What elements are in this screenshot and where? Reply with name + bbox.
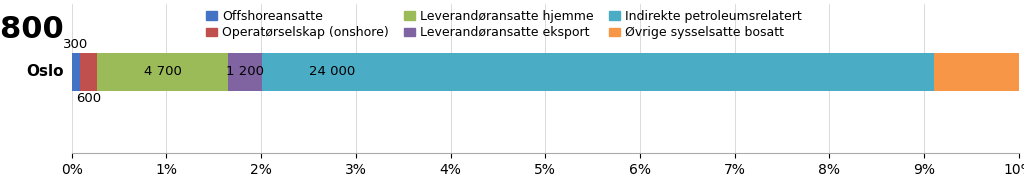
Bar bbox=[262, 53, 934, 91]
Bar bbox=[228, 53, 262, 91]
Legend: Offshoreansatte, Operatørselskap (onshore), Leverandøransatte hjemme, Leverandør: Offshoreansatte, Operatørselskap (onshor… bbox=[206, 10, 802, 39]
Text: 1 200: 1 200 bbox=[226, 65, 264, 78]
Text: 4 700: 4 700 bbox=[143, 65, 181, 78]
Bar bbox=[72, 53, 80, 91]
Text: 30 800: 30 800 bbox=[0, 15, 65, 44]
Text: 300: 300 bbox=[63, 38, 88, 51]
Text: 24 000: 24 000 bbox=[309, 65, 355, 78]
Text: Oslo: Oslo bbox=[27, 64, 65, 79]
Bar bbox=[97, 53, 228, 91]
Bar bbox=[934, 53, 1024, 91]
Text: 600: 600 bbox=[76, 92, 101, 105]
Bar bbox=[80, 53, 97, 91]
